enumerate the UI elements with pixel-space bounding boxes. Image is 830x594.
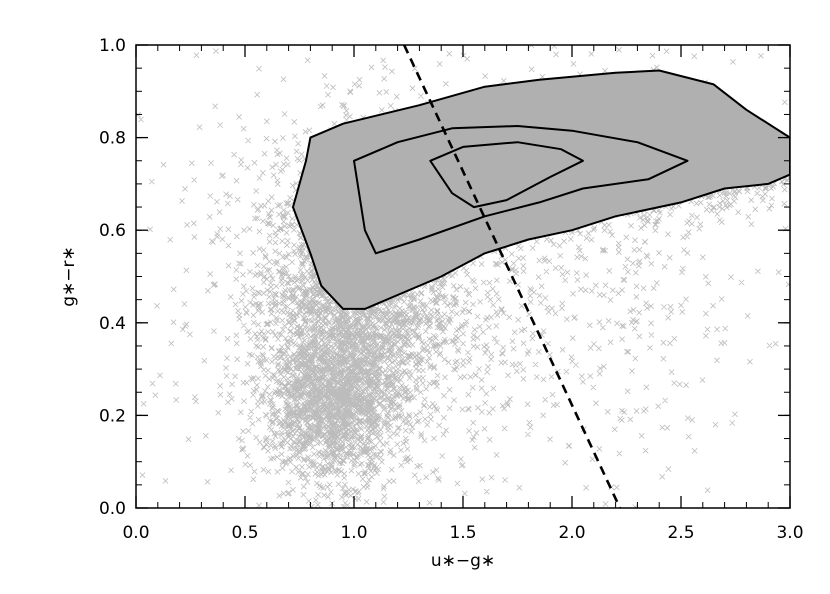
- x-tick-label: 1.5: [449, 523, 476, 543]
- contour-outer: [292, 69, 790, 310]
- x-axis-label: u∗−g∗: [431, 551, 495, 571]
- y-axis-label: g∗−r∗: [59, 246, 79, 307]
- x-tick-label: 0.5: [231, 523, 258, 543]
- x-tick-label: 0.0: [122, 523, 149, 543]
- y-tick-label: 0.4: [99, 314, 126, 334]
- y-tick-label: 0.2: [99, 406, 126, 426]
- tick-labels: 0.0 0.5 1.0 1.5 2.0 2.5 3.0 0.0 0.2 0.4 0.6 0.8 1.0: [99, 36, 804, 543]
- contour-middle: [353, 125, 689, 255]
- x-tick-label: 2.0: [558, 523, 585, 543]
- y-tick-label: 0.0: [99, 499, 126, 519]
- x-tick-label: 2.5: [667, 523, 694, 543]
- y-tick-label: 0.6: [99, 221, 126, 241]
- contour-lines: [292, 69, 790, 310]
- dashed-dividing-line: [402, 45, 622, 508]
- dividing-line: [402, 45, 622, 508]
- x-tick-label: 3.0: [776, 523, 803, 543]
- axes: [135, 44, 791, 509]
- x-tick-label: 1.0: [340, 523, 367, 543]
- y-tick-label: 1.0: [99, 36, 126, 56]
- contour-fill: [293, 70, 790, 309]
- y-tick-label: 0.8: [99, 129, 126, 149]
- contour-inner: [429, 141, 584, 209]
